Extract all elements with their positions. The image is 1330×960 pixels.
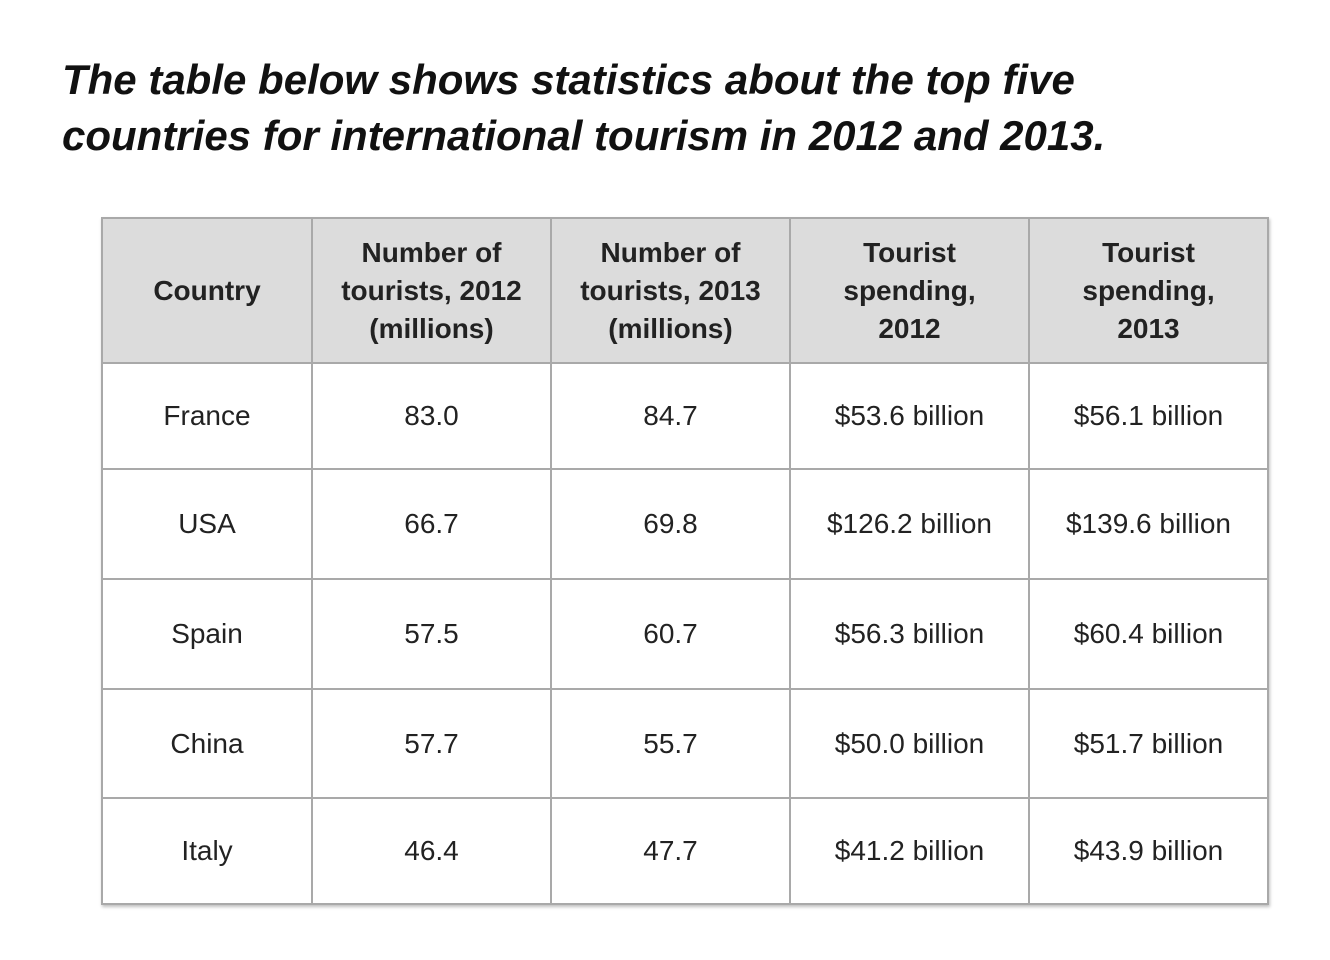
table-row: USA 66.7 69.8 $126.2 billion $139.6 bill…	[101, 468, 1269, 580]
header-line: Country	[153, 274, 261, 306]
cell-tourists-2012: 57.5	[311, 578, 552, 690]
cell-tourists-2012: 83.0	[311, 362, 552, 470]
cell-spending-2013: $43.9 billion	[1028, 797, 1269, 905]
cell-tourists-2012: 57.7	[311, 688, 552, 799]
cell-tourists-2012: 46.4	[311, 797, 552, 905]
cell-spending-2013: $51.7 billion	[1028, 688, 1269, 799]
cell-spending-2012: $50.0 billion	[789, 688, 1030, 799]
header-line: 2013	[1117, 312, 1180, 344]
header-line: tourists, 2013	[580, 274, 761, 306]
cell-tourists-2013: 55.7	[550, 688, 791, 799]
page-title: The table below shows statistics about t…	[62, 52, 1302, 164]
header-country: Country	[101, 217, 313, 364]
cell-spending-2013: $139.6 billion	[1028, 468, 1269, 580]
title-line-2: countries for international tourism in 2…	[62, 112, 1106, 159]
header-spending-2013: Tourist spending, 2013	[1028, 217, 1269, 364]
table-row: Spain 57.5 60.7 $56.3 billion $60.4 bill…	[101, 578, 1269, 690]
cell-country: France	[101, 362, 313, 470]
cell-country: USA	[101, 468, 313, 580]
cell-country: Spain	[101, 578, 313, 690]
header-tourists-2012: Number of tourists, 2012 (millions)	[311, 217, 552, 364]
header-line: Number of	[600, 236, 741, 268]
header-line: tourists, 2012	[341, 274, 522, 306]
cell-tourists-2012: 66.7	[311, 468, 552, 580]
title-line-1: The table below shows statistics about t…	[62, 56, 1075, 103]
header-line: spending,	[1082, 274, 1215, 306]
header-spending-2012: Tourist spending, 2012	[789, 217, 1030, 364]
table-row: Italy 46.4 47.7 $41.2 billion $43.9 bill…	[101, 797, 1269, 905]
cell-tourists-2013: 84.7	[550, 362, 791, 470]
header-line: spending,	[843, 274, 976, 306]
cell-tourists-2013: 69.8	[550, 468, 791, 580]
header-line: Number of	[361, 236, 502, 268]
cell-spending-2013: $56.1 billion	[1028, 362, 1269, 470]
cell-tourists-2013: 60.7	[550, 578, 791, 690]
cell-spending-2012: $126.2 billion	[789, 468, 1030, 580]
header-line: Tourist	[863, 236, 956, 268]
tourism-statistics-table: Country Number of tourists, 2012 (millio…	[101, 217, 1269, 905]
cell-spending-2012: $56.3 billion	[789, 578, 1030, 690]
cell-tourists-2013: 47.7	[550, 797, 791, 905]
header-line: (millions)	[608, 312, 733, 344]
cell-country: China	[101, 688, 313, 799]
header-tourists-2013: Number of tourists, 2013 (millions)	[550, 217, 791, 364]
header-line: (millions)	[369, 312, 494, 344]
cell-spending-2012: $53.6 billion	[789, 362, 1030, 470]
table-row: France 83.0 84.7 $53.6 billion $56.1 bil…	[101, 362, 1269, 470]
header-line: Tourist	[1102, 236, 1195, 268]
cell-spending-2012: $41.2 billion	[789, 797, 1030, 905]
cell-spending-2013: $60.4 billion	[1028, 578, 1269, 690]
header-line: 2012	[878, 312, 941, 344]
cell-country: Italy	[101, 797, 313, 905]
table-row: China 57.7 55.7 $50.0 billion $51.7 bill…	[101, 688, 1269, 799]
table-header-row: Country Number of tourists, 2012 (millio…	[101, 217, 1269, 364]
